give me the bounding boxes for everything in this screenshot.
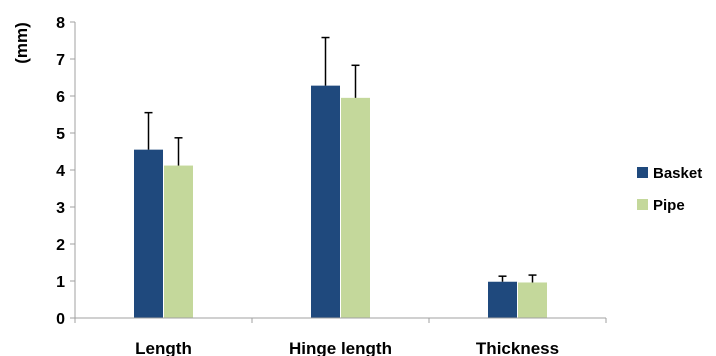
y-tick-label: 4 — [56, 163, 65, 180]
y-axis-title: (mm) — [12, 22, 31, 64]
bar-basket-hinge-length — [311, 85, 340, 318]
y-tick-label: 7 — [56, 52, 65, 69]
category-labels-layer: Length Hinge length Thickness — [135, 339, 559, 356]
bar-basket-thickness — [488, 281, 517, 318]
legend-label-pipe: Pipe — [653, 197, 685, 214]
error-bars-layer — [144, 36, 537, 283]
y-tick-label: 1 — [56, 274, 65, 291]
y-tick-label: 8 — [56, 15, 65, 32]
legend-swatch-basket — [637, 167, 648, 178]
bar-pipe-length — [164, 165, 193, 318]
x-category-label: Thickness — [476, 339, 559, 356]
x-category-label: Length — [135, 339, 192, 356]
legend-label-basket: Basket — [653, 165, 702, 182]
y-tick-label: 5 — [56, 126, 65, 143]
y-ticks-layer: 0 1 2 3 4 5 6 7 8 — [56, 15, 607, 328]
y-tick-label: 2 — [56, 237, 65, 254]
legend: Basket Pipe — [637, 165, 702, 214]
y-tick-label: 0 — [56, 311, 65, 328]
bars-layer — [134, 85, 547, 318]
bar-pipe-hinge-length — [341, 97, 370, 318]
x-category-label: Hinge length — [289, 339, 392, 356]
y-tick-label: 3 — [56, 200, 65, 217]
bar-basket-length — [134, 149, 163, 318]
y-tick-label: 6 — [56, 89, 65, 106]
bar-pipe-thickness — [518, 282, 547, 318]
legend-swatch-pipe — [637, 199, 648, 210]
